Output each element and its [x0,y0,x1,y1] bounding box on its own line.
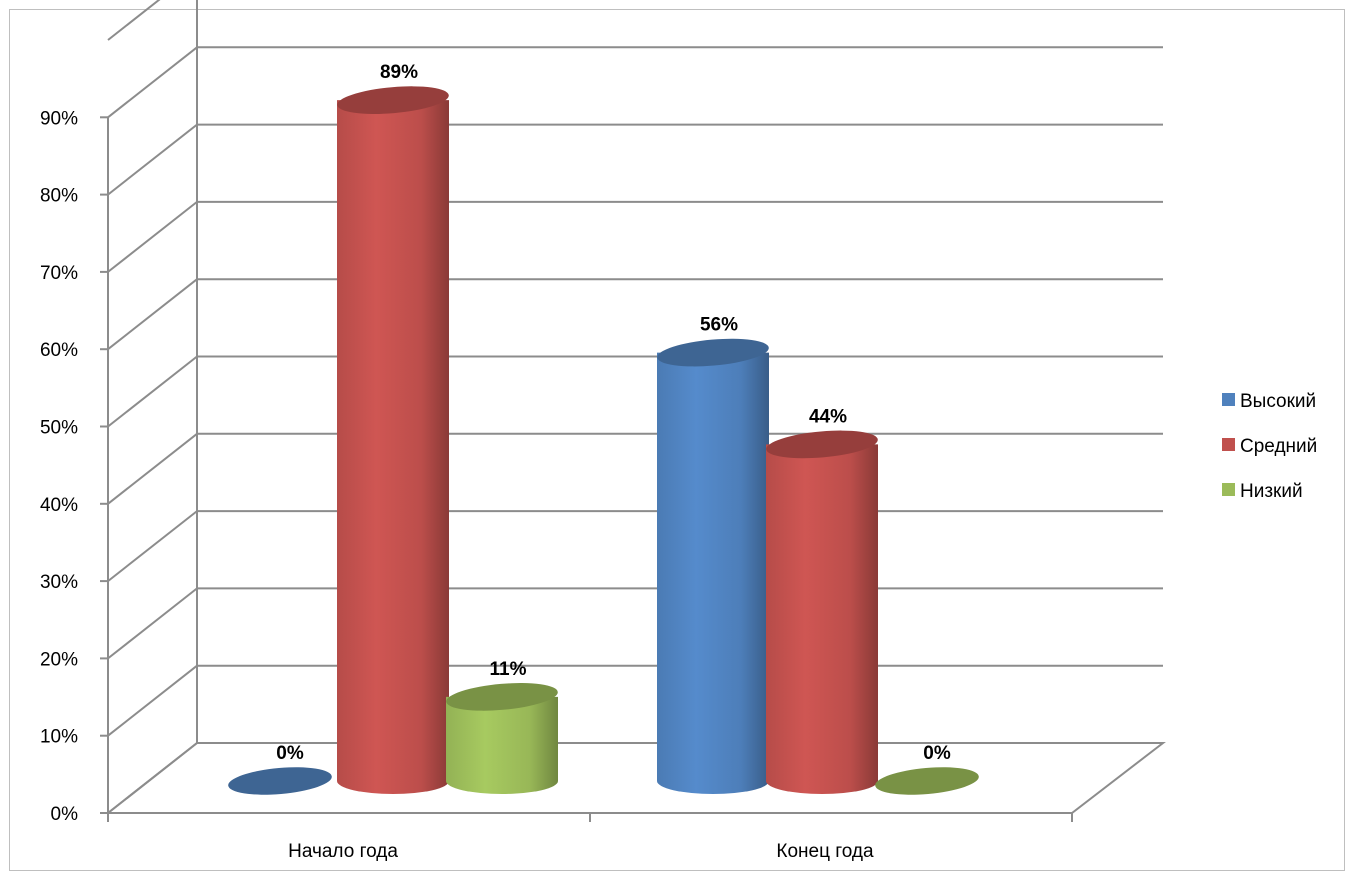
gridline-side [107,0,161,41]
y-tick-label: 90% [40,108,78,129]
bar-top [766,430,878,459]
bar-top [337,86,449,114]
gridline-side [107,355,198,428]
bar-top [657,338,769,367]
y-tick-label: 60% [40,340,78,361]
axes [107,117,1072,814]
legend-label: Высокий [1240,391,1316,412]
legend: Высокий Средний Низкий [1222,391,1317,502]
data-label: 56% [700,315,738,336]
y-tick-label: 70% [40,263,78,284]
gridline-side [107,46,198,119]
gridlines [107,0,1163,814]
data-label: 0% [923,743,951,764]
x-axis-ticks: Начало года Конец года [107,813,1073,862]
data-label: 0% [276,743,304,764]
y-tick-label: 50% [40,418,78,439]
x-tick-label: Начало года [288,841,398,862]
gridline-side [107,664,198,737]
bar [875,767,979,795]
gridline-side [107,201,198,273]
legend-swatch [1222,483,1235,496]
y-axis-ticks: 0% 10% 20% 30% 40% 50% 60% 70% 80% 90% [40,108,108,825]
data-label: 44% [809,406,847,427]
bar [228,767,332,795]
y-tick-label: 30% [40,572,78,593]
data-label: 89% [380,62,418,83]
bar-body [657,352,769,794]
bars [228,86,979,795]
y-tick-label: 20% [40,649,78,670]
legend-swatch [1222,393,1235,406]
gridline-side [107,433,198,505]
bar-body [337,100,449,794]
y-tick-label: 10% [40,727,78,748]
gridline-side [107,742,198,814]
bar [446,683,558,794]
bar-top [446,683,558,711]
data-labels: 0% 89% 11% 56% 44% 0% [276,62,951,764]
bar-body [766,444,878,794]
legend-label: Низкий [1240,481,1303,502]
gridline-side [107,587,198,660]
bar-base [228,767,332,795]
bar-base [875,767,979,795]
legend-label: Средний [1240,436,1317,457]
bar-body [446,696,558,794]
y-tick-label: 0% [51,804,79,825]
gridline-side [107,123,198,196]
bar [337,86,449,794]
gridline-side [107,278,198,350]
x-tick-label: Конец года [776,841,874,862]
chart-walls [107,0,1166,814]
gridline-side [107,510,198,582]
bar [766,430,878,794]
bar [657,338,769,794]
y-tick-label: 40% [40,495,78,516]
y-tick-label: 80% [40,186,78,207]
legend-swatch [1222,438,1235,451]
data-label: 11% [490,659,527,680]
